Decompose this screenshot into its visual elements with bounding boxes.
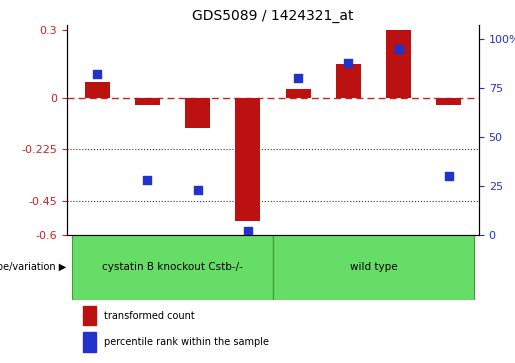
Text: percentile rank within the sample: percentile rank within the sample — [104, 337, 269, 347]
Bar — [436, 98, 461, 105]
Text: transformed count: transformed count — [104, 311, 195, 321]
Bar — [83, 306, 96, 326]
Point — [294, 76, 302, 81]
Bar — [285, 89, 311, 98]
Text: genotype/variation ▶: genotype/variation ▶ — [0, 262, 66, 273]
Bar — [336, 64, 361, 98]
Bar — [386, 30, 411, 98]
Text: wild type: wild type — [350, 262, 397, 273]
Bar — [185, 98, 210, 128]
Point — [93, 72, 101, 77]
Bar — [84, 82, 110, 98]
Point — [244, 228, 252, 234]
Point — [444, 173, 453, 179]
Point — [394, 46, 403, 52]
Point — [194, 187, 202, 193]
Bar — [135, 98, 160, 105]
Point — [344, 60, 352, 65]
Point — [143, 177, 151, 183]
Bar — [83, 332, 96, 352]
Bar — [72, 235, 273, 300]
Text: cystatin B knockout Cstb-/-: cystatin B knockout Cstb-/- — [102, 262, 243, 273]
Bar — [273, 235, 474, 300]
Bar — [235, 98, 261, 221]
Title: GDS5089 / 1424321_at: GDS5089 / 1424321_at — [192, 9, 354, 23]
